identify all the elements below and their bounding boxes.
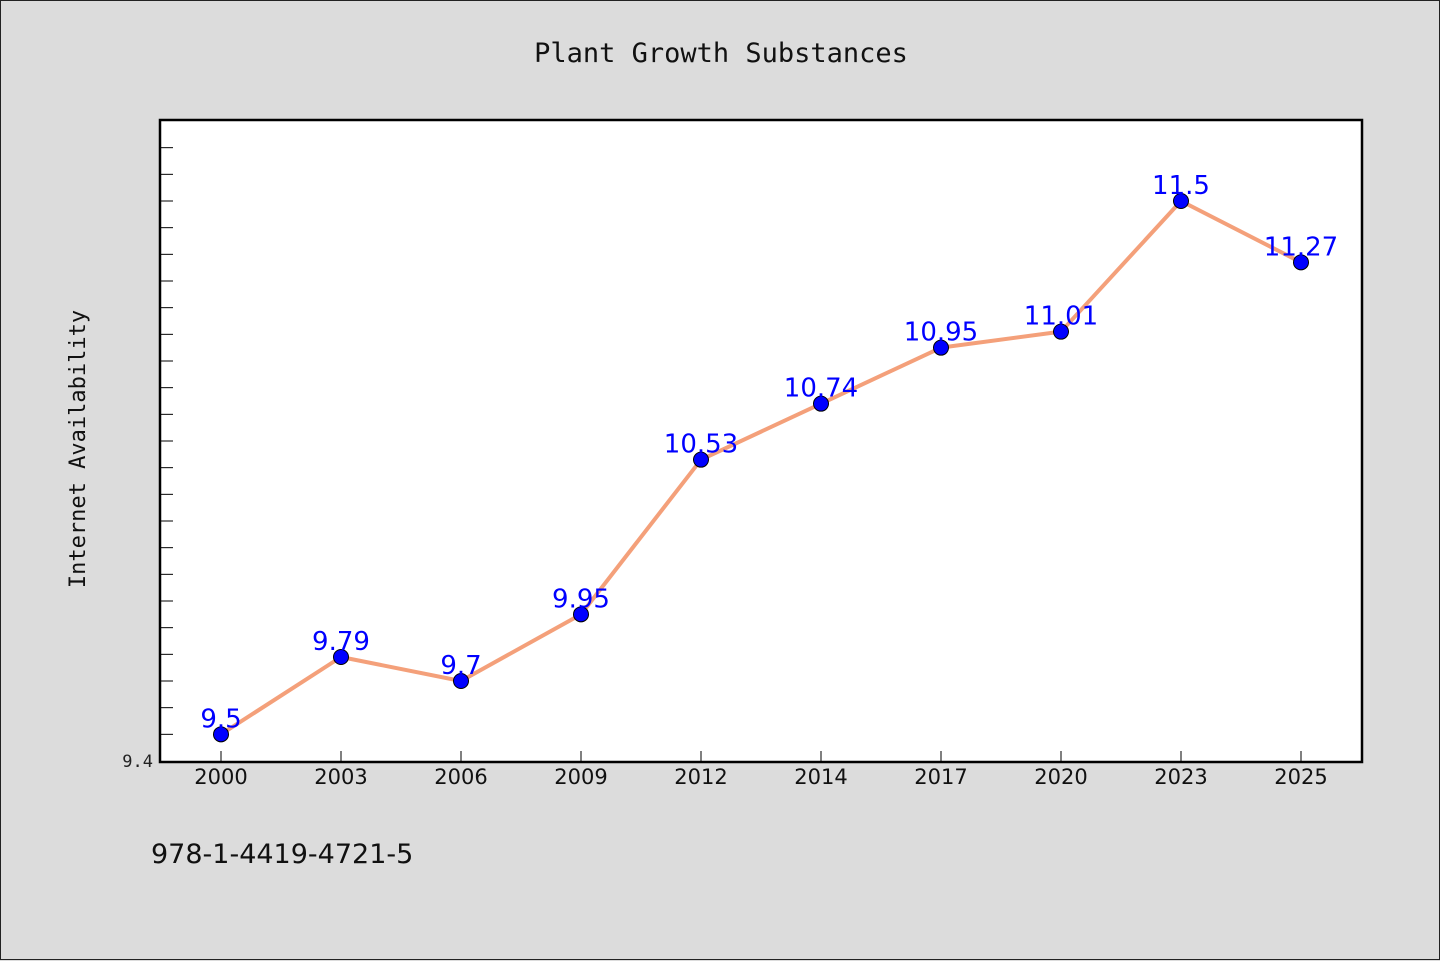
data-label: 9.79 — [312, 627, 370, 657]
x-tick-label: 2017 — [914, 765, 967, 789]
data-label: 9.95 — [552, 584, 610, 614]
data-label: 10.53 — [664, 430, 738, 460]
data-point — [693, 451, 709, 468]
y-tick-label: 9.4 — [122, 752, 153, 772]
x-tick-label: 2023 — [1154, 765, 1207, 789]
x-tick-label: 2025 — [1274, 765, 1327, 789]
y-axis-ticks: 9.4 — [122, 147, 173, 772]
x-axis-ticks: 2000 2003 2006 2009 2012 2014 2017 2020 2023 2025 — [194, 751, 1328, 789]
x-tick-label: 2014 — [794, 765, 847, 789]
plot-area — [158, 118, 1364, 764]
data-point — [933, 339, 949, 356]
data-point — [453, 673, 469, 689]
x-tick-label: 2020 — [1034, 765, 1087, 789]
series-line — [219, 199, 1303, 737]
data-point — [1053, 323, 1069, 340]
x-tick-label: 2012 — [674, 765, 727, 789]
data-label: 11.27 — [1264, 232, 1338, 262]
data-point — [333, 649, 349, 665]
x-tick-label: 2006 — [434, 765, 487, 789]
data-label: 11.01 — [1024, 302, 1098, 332]
data-label: 10.74 — [784, 374, 858, 404]
data-point — [813, 395, 829, 412]
data-label: 10.95 — [904, 318, 978, 348]
series-layer: 9.5 9.79 9.7 9.95 10.53 10.74 10.95 11.01 11.5 11… — [200, 171, 1338, 743]
y-axis-label: Internet Availability — [66, 310, 91, 588]
chart-title: Plant Growth Substances — [534, 38, 908, 69]
data-point — [1293, 254, 1309, 271]
data-label: 11.5 — [1152, 171, 1210, 201]
data-label: 9.5 — [200, 704, 241, 734]
x-tick-label: 2009 — [554, 765, 607, 789]
data-point — [1173, 193, 1189, 209]
x-tick-label: 2000 — [194, 765, 247, 789]
x-tick-label: 2003 — [314, 765, 367, 789]
data-point — [573, 606, 589, 623]
data-point — [213, 726, 229, 743]
data-label: 9.7 — [440, 651, 481, 681]
footnote-isbn: 978-1-4419-4721-5 — [151, 839, 413, 870]
